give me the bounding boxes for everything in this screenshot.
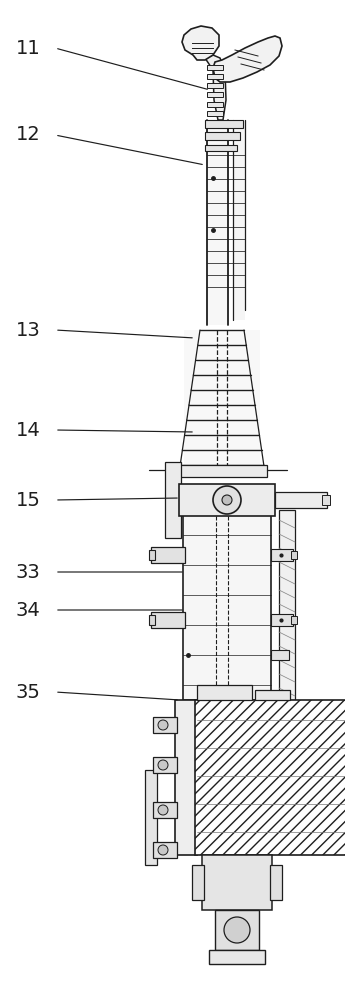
Bar — [179, 484, 275, 516]
Bar — [153, 842, 177, 858]
Polygon shape — [213, 36, 282, 82]
Bar — [195, 700, 345, 855]
Bar — [151, 612, 185, 628]
Bar — [149, 615, 155, 625]
Bar — [279, 510, 295, 700]
Circle shape — [158, 845, 168, 855]
Polygon shape — [205, 55, 226, 120]
Polygon shape — [182, 26, 219, 60]
Bar — [275, 492, 327, 508]
Text: 13: 13 — [16, 320, 40, 340]
Bar — [177, 465, 267, 477]
Bar — [215, 910, 259, 950]
Bar — [202, 855, 272, 910]
Bar — [192, 865, 204, 900]
Circle shape — [158, 760, 168, 770]
Bar — [184, 330, 260, 465]
Bar — [322, 495, 330, 505]
Text: 14: 14 — [16, 420, 40, 440]
Bar — [207, 83, 223, 88]
Text: 35: 35 — [16, 682, 40, 702]
Bar — [183, 510, 271, 700]
Bar — [207, 111, 223, 116]
Bar — [151, 547, 185, 563]
Bar — [205, 120, 243, 128]
Bar — [207, 74, 223, 79]
Circle shape — [158, 720, 168, 730]
Bar — [207, 65, 223, 70]
Bar — [271, 549, 293, 561]
Circle shape — [213, 486, 241, 514]
Bar — [271, 614, 293, 626]
Bar — [205, 132, 240, 140]
Bar — [291, 616, 297, 624]
Text: 15: 15 — [16, 490, 40, 510]
Bar — [153, 802, 177, 818]
Bar — [291, 551, 297, 559]
Text: 33: 33 — [16, 562, 40, 582]
Bar — [153, 717, 177, 733]
Bar — [145, 770, 157, 865]
Bar — [271, 650, 289, 660]
Bar — [205, 145, 237, 151]
Circle shape — [222, 495, 232, 505]
Bar — [197, 685, 252, 700]
Bar — [153, 757, 177, 773]
Circle shape — [224, 917, 250, 943]
Bar — [207, 92, 223, 97]
Bar — [233, 120, 245, 320]
Bar — [209, 950, 265, 964]
Bar — [175, 700, 197, 855]
Circle shape — [158, 805, 168, 815]
Text: 34: 34 — [16, 600, 40, 619]
Bar — [207, 120, 228, 325]
Bar — [149, 550, 155, 560]
Bar — [270, 865, 282, 900]
Text: 11: 11 — [16, 38, 40, 57]
Bar — [255, 690, 290, 700]
Bar — [165, 462, 181, 538]
Text: 12: 12 — [16, 125, 40, 144]
Bar — [207, 102, 223, 107]
